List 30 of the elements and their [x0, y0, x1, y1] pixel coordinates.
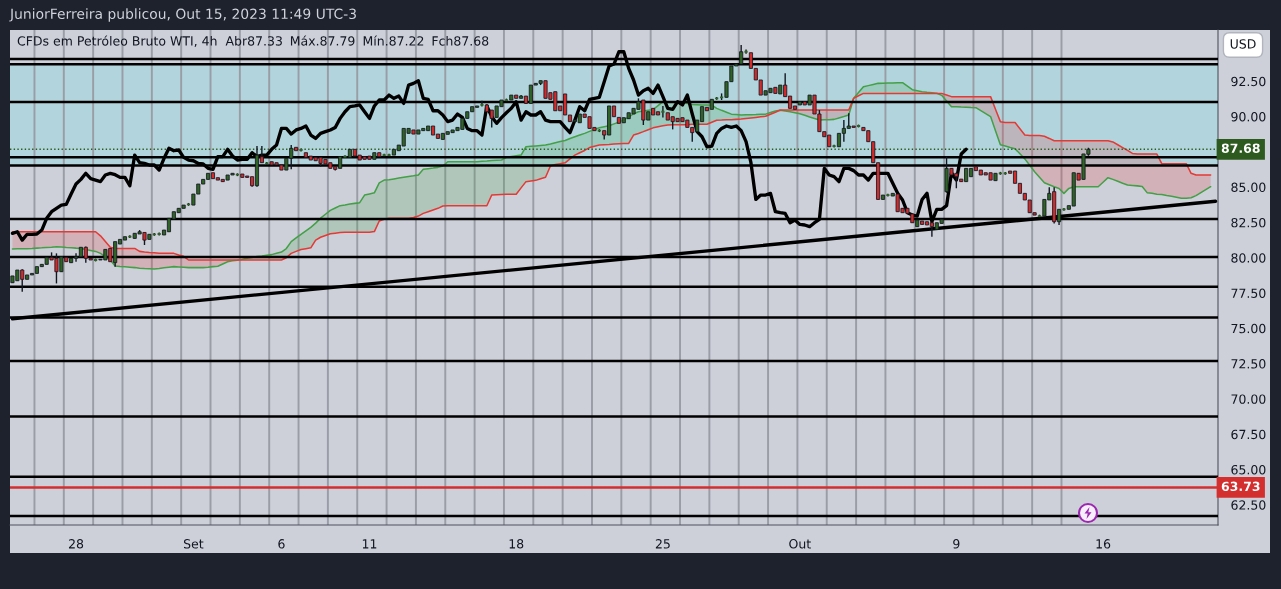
y-tick-label: 80.00: [1231, 253, 1266, 263]
y-tick-label: 62.50: [1231, 500, 1266, 510]
y-axis-title: USD: [1230, 39, 1256, 49]
x-tick-label: Set: [183, 539, 204, 549]
annotation: Máx.87.79: [290, 35, 355, 46]
annotation: Abr87.33: [225, 35, 282, 46]
y-tick-label: 85.00: [1231, 182, 1266, 193]
annotation: Mín.87.22: [363, 35, 424, 46]
x-tick-label: 9: [953, 539, 960, 549]
ref-line-label: 87.68: [1221, 143, 1260, 153]
y-tick-label: 92.50: [1231, 76, 1266, 87]
y-tick-label: 82.50: [1231, 217, 1266, 228]
x-tick-label: 28: [68, 539, 84, 549]
y-tick-label: 90.00: [1231, 112, 1266, 122]
x-tick-label: 25: [655, 539, 670, 549]
x-tick-label: 18: [509, 539, 524, 549]
x-tick-label: Out: [789, 539, 811, 549]
chart-title: CFDs em Petróleo Bruto WTI, 4h: [17, 35, 217, 47]
y-tick-label: 67.50: [1231, 429, 1266, 440]
x-tick-label: 16: [1096, 539, 1111, 549]
ref-line-label: 63.73: [1221, 481, 1260, 492]
chart-subtitle: JuniorFerreira publicou, Out 15, 2023 11:49 UTC-3: [9, 8, 356, 22]
annotation: Fch87.68: [432, 35, 489, 46]
y-tick-label: 77.50: [1231, 288, 1266, 298]
y-tick-label: 75.00: [1231, 323, 1266, 334]
x-tick-label: 11: [362, 539, 377, 549]
x-tick-label: 6: [278, 539, 285, 549]
y-tick-label: 65.00: [1231, 464, 1266, 475]
y-tick-label: 72.50: [1231, 359, 1266, 369]
y-tick-label: 70.00: [1231, 394, 1266, 404]
